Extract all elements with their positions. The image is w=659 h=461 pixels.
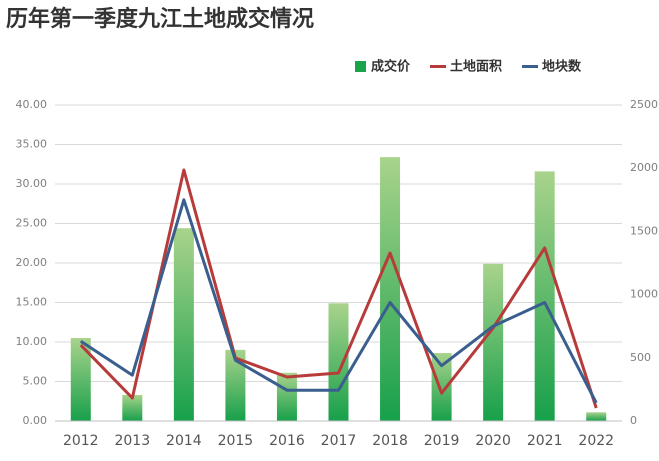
legend-swatch bbox=[355, 61, 366, 72]
x-tick-label: 2013 bbox=[114, 433, 150, 449]
legend-label: 成交价 bbox=[371, 59, 411, 75]
y-tick-label: 10.00 bbox=[16, 335, 48, 348]
y-tick-label: 40.00 bbox=[16, 98, 48, 111]
bar bbox=[586, 412, 607, 421]
bar bbox=[225, 349, 246, 421]
x-tick-label: 2016 bbox=[269, 433, 305, 449]
x-tick-label: 2017 bbox=[321, 433, 357, 449]
y-tick-label: 25.00 bbox=[16, 217, 48, 230]
y2-tick-label: 500 bbox=[630, 351, 651, 364]
chart-title: 历年第一季度九江土地成交情况 bbox=[6, 6, 314, 32]
bar bbox=[276, 372, 297, 421]
bar bbox=[328, 303, 349, 421]
y2-tick-label: 2500 bbox=[630, 98, 658, 111]
x-tick-label: 2020 bbox=[475, 433, 511, 449]
x-tick-label: 2022 bbox=[578, 433, 614, 449]
x-tick-label: 2018 bbox=[372, 433, 408, 449]
y-tick-label: 35.00 bbox=[16, 138, 48, 151]
y2-tick-label: 1500 bbox=[630, 224, 658, 237]
x-tick-label: 2012 bbox=[63, 433, 99, 449]
y2-tick-label: 2000 bbox=[630, 161, 658, 174]
bar bbox=[483, 263, 504, 421]
y2-tick-label: 0 bbox=[630, 414, 637, 427]
y-tick-label: 0.00 bbox=[23, 414, 48, 427]
x-tick-label: 2015 bbox=[218, 433, 254, 449]
y-tick-label: 20.00 bbox=[16, 256, 48, 269]
legend-label: 地块数 bbox=[542, 59, 582, 75]
bar bbox=[122, 394, 143, 421]
y-tick-label: 15.00 bbox=[16, 296, 48, 309]
x-tick-label: 2021 bbox=[527, 433, 563, 449]
line bbox=[79, 198, 598, 404]
y2-tick-label: 1000 bbox=[630, 288, 658, 301]
legend-label: 土地面积 bbox=[450, 59, 502, 75]
x-tick-label: 2019 bbox=[424, 433, 460, 449]
y-tick-label: 5.00 bbox=[23, 375, 48, 388]
bar bbox=[431, 353, 452, 421]
bar bbox=[534, 171, 555, 421]
x-tick-label: 2014 bbox=[166, 433, 202, 449]
bar bbox=[380, 157, 401, 421]
bar bbox=[70, 338, 91, 421]
line bbox=[79, 168, 598, 409]
y-tick-label: 30.00 bbox=[16, 177, 48, 190]
bar bbox=[173, 228, 194, 421]
